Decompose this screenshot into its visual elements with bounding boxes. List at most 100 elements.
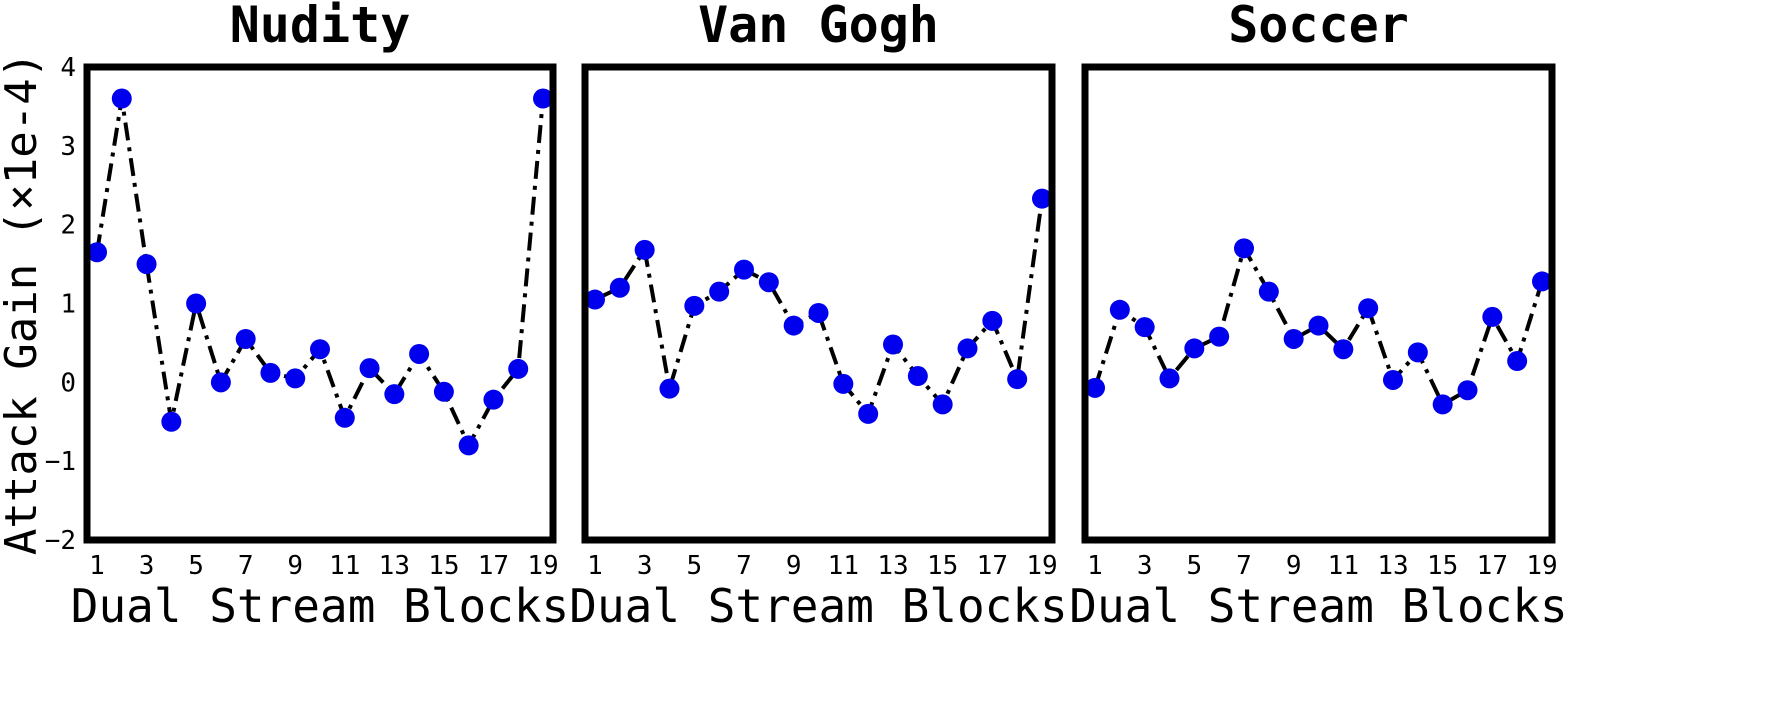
panel-2-xtick-label: 19 (1026, 551, 1057, 581)
panel-2-data-point (783, 315, 804, 336)
panel-2-data-point (982, 310, 1003, 331)
panel-2-xtick-label: 1 (587, 551, 603, 581)
panel-1-xtick-label: 17 (478, 551, 509, 581)
panel-2-xtick-label: 9 (786, 551, 802, 581)
panel-1-xtick-label: 13 (379, 551, 410, 581)
panel-2-title: Van Gogh (698, 0, 939, 54)
panel-3-xtick-label: 11 (1328, 551, 1359, 581)
panel-3-data-point (1134, 317, 1155, 338)
panel-3-xtick-label: 5 (1187, 551, 1203, 581)
panel-1-data-point (458, 435, 479, 456)
panel-1-data-point (384, 384, 405, 405)
panel-1-ytick-label: 3 (60, 132, 76, 162)
panel-1-data-point (409, 343, 430, 364)
panel-3-xtick-label: 7 (1236, 551, 1252, 581)
panel-3-xtick-label: 9 (1286, 551, 1302, 581)
panel-1-xtick-label: 5 (188, 551, 204, 581)
panel-1-data-point (136, 254, 157, 275)
panel-2-data-point (883, 334, 903, 355)
panel-3-data-point (1407, 342, 1428, 363)
panel-2-xtick-label: 13 (877, 551, 908, 581)
panel-2-group (581, 63, 1056, 544)
panel-1-data-point (111, 88, 132, 109)
panel-1-data-point (508, 358, 529, 379)
panel-1-xtick-label: 15 (428, 551, 459, 581)
panel-2-xlabel: Dual Stream Blocks (569, 579, 1068, 633)
panel-1-data-point (260, 362, 281, 383)
panel-1-xtick-label: 1 (89, 551, 105, 581)
panel-1-data-point (87, 242, 107, 263)
panel-2-data-point (684, 295, 705, 316)
panel-3-data-point (1308, 315, 1329, 336)
panel-3-data-point (1432, 394, 1453, 415)
panel-2-data-point (609, 277, 630, 298)
panel-1-data-point (186, 293, 207, 314)
panel-3-data-point (1234, 238, 1254, 259)
panel-3-frame (1081, 63, 1556, 544)
panel-3-data-point (1184, 338, 1205, 359)
panel-1-data-point (285, 368, 306, 389)
panel-3-data-point (1532, 271, 1552, 292)
panel-1-title: Nudity (230, 0, 411, 54)
panel-3-xtick-label: 13 (1377, 551, 1408, 581)
panel-1-data-point (533, 88, 553, 109)
panel-2-data-point (734, 259, 754, 280)
panel-3-data-point (1209, 326, 1230, 347)
panel-3-data-point (1159, 368, 1180, 389)
panel-2-data-point (808, 302, 829, 323)
panel-2-xtick-label: 17 (977, 551, 1008, 581)
panel-2-data-point (585, 289, 605, 310)
panel-2-xtick-label: 11 (828, 551, 859, 581)
panel-2-data-point (758, 272, 779, 293)
panel-1-ylabel: Attack Gain (×1e-4) (0, 52, 47, 555)
panel-1-data-point (210, 372, 231, 393)
panel-2-xtick-label: 7 (736, 551, 752, 581)
panel-2-data-point (858, 403, 879, 424)
panel-3-data-point (1085, 377, 1105, 398)
panel-3-data-point (1507, 351, 1528, 372)
panel-1-ytick-label: −2 (45, 526, 76, 556)
panel-3-data-point (1482, 306, 1503, 327)
panel-1-xtick-label: 19 (527, 551, 558, 581)
panel-3-xtick-label: 15 (1427, 551, 1458, 581)
panel-1-data-point (433, 381, 454, 402)
panel-1-data-point (483, 389, 504, 410)
panel-2-data-point (1007, 369, 1028, 390)
panel-2-xtick-label: 15 (927, 551, 958, 581)
panel-3-xtick-label: 19 (1526, 551, 1557, 581)
panel-1-data-point (310, 339, 330, 360)
panel-2-data-point (957, 338, 978, 359)
panel-2-data-point (932, 394, 953, 415)
panel-1-xlabel: Dual Stream Blocks (71, 579, 570, 633)
panel-3-data-point (1457, 380, 1478, 401)
panel-2-data-point (709, 281, 730, 302)
panel-3-data-point (1283, 328, 1304, 349)
panel-3-data-point (1333, 339, 1354, 360)
panel-1-xtick-label: 7 (238, 551, 254, 581)
panel-3-data-point (1383, 369, 1403, 390)
panel-1-xtick-label: 3 (139, 551, 155, 581)
panel-2-data-point (1032, 188, 1052, 209)
panel-2-data-point (634, 239, 655, 260)
panel-1-xtick-label: 11 (329, 551, 360, 581)
panel-2-frame (581, 63, 1056, 544)
panel-1-data-point (235, 328, 256, 349)
panel-2-xtick-label: 3 (637, 551, 653, 581)
panel-1-frame (83, 63, 557, 544)
panel-3-title: Soccer (1228, 0, 1409, 54)
panel-1-ytick-label: 0 (60, 368, 76, 398)
panel-3-group (1081, 63, 1556, 544)
panel-1-ytick-label: 2 (60, 211, 76, 241)
panel-1-ytick-label: 1 (60, 290, 76, 320)
panel-1-xtick-label: 9 (287, 551, 303, 581)
panel-1-series-line (95, 96, 545, 448)
panel-1-ytick-label: 4 (60, 53, 76, 83)
panel-3-data-point (1258, 281, 1279, 302)
panel-3-data-point (1358, 298, 1379, 319)
panel-1-data-point (359, 358, 380, 379)
panel-2-xtick-label: 5 (687, 551, 703, 581)
panel-3-xlabel: Dual Stream Blocks (1069, 579, 1568, 633)
panel-3-xtick-label: 17 (1477, 551, 1508, 581)
panel-3-xtick-label: 1 (1087, 551, 1103, 581)
